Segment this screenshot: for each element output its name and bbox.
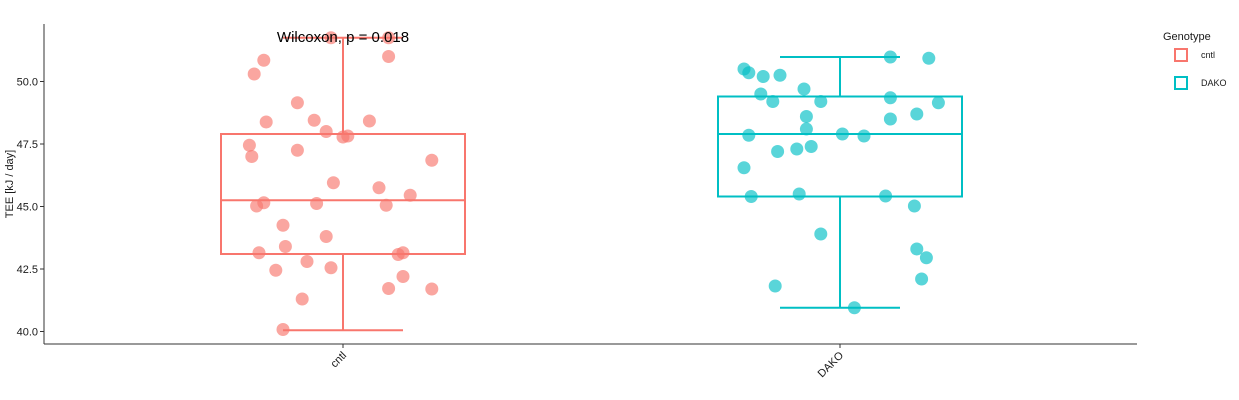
- data-point-dako: [771, 145, 785, 158]
- data-point-cntl: [276, 218, 290, 232]
- data-point-cntl: [379, 198, 393, 212]
- wilcoxon-annotation: Wilcoxon, p = 0.018: [277, 29, 409, 46]
- box-layer: [220, 36, 963, 332]
- data-point-dako: [754, 87, 768, 101]
- data-point-cntl: [269, 263, 283, 277]
- data-point-cntl: [324, 261, 338, 275]
- data-point-cntl: [425, 153, 439, 167]
- data-point-dako: [756, 70, 770, 83]
- y-tick-label: 40.0: [17, 327, 38, 339]
- data-point-dako: [799, 122, 813, 136]
- data-point-cntl: [247, 67, 261, 81]
- data-point-dako: [742, 66, 756, 80]
- data-point-cntl: [245, 150, 259, 163]
- data-point-cntl: [403, 188, 417, 202]
- data-point-cntl: [341, 129, 355, 143]
- data-point-cntl: [290, 143, 304, 157]
- data-point-cntl: [278, 240, 292, 253]
- data-point-dako: [883, 91, 897, 105]
- data-point-dako: [814, 227, 828, 241]
- y-axis-title: TEE [kJ / day]: [4, 150, 16, 218]
- legend: Genotype cntl DAKO: [1163, 31, 1227, 90]
- data-point-dako: [907, 199, 921, 213]
- data-point-cntl: [307, 113, 321, 127]
- data-point-cntl: [425, 282, 439, 296]
- data-point-cntl: [326, 176, 340, 190]
- data-point-dako: [931, 96, 945, 110]
- data-point-cntl: [310, 197, 324, 210]
- data-point-dako: [792, 187, 806, 201]
- data-point-dako: [910, 242, 924, 256]
- data-point-dako: [910, 107, 924, 121]
- data-point-dako: [919, 251, 933, 265]
- data-point-dako: [773, 68, 787, 82]
- data-point-cntl: [257, 53, 271, 67]
- x-ticks: cntl DAKO: [329, 344, 847, 380]
- data-point-dako: [814, 95, 828, 108]
- legend-label-dako: DAKO: [1201, 78, 1227, 88]
- data-point-cntl: [362, 114, 376, 128]
- data-point-cntl: [259, 115, 273, 129]
- data-point-cntl: [242, 138, 256, 152]
- y-tick-label: 50.0: [17, 77, 38, 89]
- data-point-dako: [915, 272, 929, 286]
- data-point-cntl: [319, 125, 333, 138]
- data-point-cntl: [372, 181, 386, 195]
- data-point-dako: [883, 112, 897, 126]
- data-point-cntl: [300, 255, 314, 268]
- axes-layer: 40.0 42.5 45.0 47.5 50.0 cntl DAKO TEE [kJ / …: [4, 24, 1137, 380]
- data-point-dako: [737, 161, 751, 175]
- data-point-cntl: [295, 292, 309, 306]
- data-point-cntl: [382, 50, 396, 63]
- data-point-dako: [799, 110, 813, 123]
- data-point-dako: [797, 82, 811, 96]
- data-point-cntl: [396, 246, 410, 260]
- legend-key-cntl: [1174, 48, 1188, 62]
- y-tick-label: 47.5: [17, 139, 38, 151]
- x-tick-label-cntl: cntl: [329, 350, 350, 371]
- legend-label-cntl: cntl: [1201, 50, 1215, 60]
- data-point-dako: [857, 129, 871, 143]
- box-cntl: [220, 133, 466, 255]
- data-point-cntl: [319, 230, 333, 243]
- data-point-cntl: [396, 270, 410, 283]
- data-point-dako: [766, 95, 780, 108]
- y-tick-label: 42.5: [17, 264, 38, 276]
- legend-items: cntl DAKO: [1174, 48, 1227, 90]
- data-point-dako: [742, 128, 756, 142]
- y-ticks: 40.0 42.5 45.0 47.5 50.0: [17, 77, 44, 339]
- legend-key-dako: [1174, 76, 1188, 90]
- data-point-dako: [790, 142, 804, 156]
- data-point-cntl: [290, 96, 304, 110]
- data-point-cntl: [252, 246, 266, 260]
- data-point-cntl: [382, 282, 396, 295]
- data-point-dako: [768, 279, 782, 293]
- data-point-dako: [922, 51, 936, 65]
- data-point-dako: [804, 140, 818, 153]
- box-dako: [717, 95, 963, 198]
- x-tick-label-dako: DAKO: [816, 349, 847, 380]
- legend-title: Genotype: [1163, 31, 1211, 43]
- y-tick-label: 45.0: [17, 202, 38, 214]
- data-point-cntl: [250, 199, 264, 213]
